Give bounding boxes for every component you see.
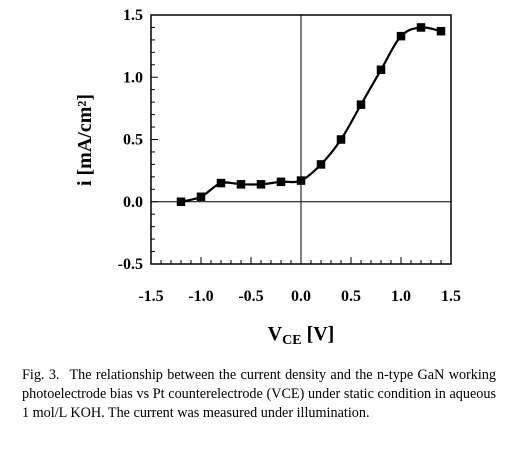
y-axis-title: i [mA/cm²] <box>74 94 96 186</box>
data-point <box>316 160 326 169</box>
x-axis-title-main: V <box>268 323 283 345</box>
x-tick-label: -1.5 <box>138 288 163 305</box>
y-tick-label: 1.5 <box>123 7 143 24</box>
data-point <box>196 192 206 202</box>
data-point <box>436 26 446 36</box>
data-point <box>176 197 186 206</box>
data-point <box>296 176 306 185</box>
y-tick-labels: -0.5 0.0 0.5 1.0 1.5 <box>118 7 143 273</box>
data-point <box>236 180 246 189</box>
zero-axes <box>151 15 451 264</box>
series-line-group <box>180 26 442 203</box>
caption-text: The relationship between the current den… <box>22 367 496 421</box>
axis-ticks <box>150 14 452 265</box>
x-tick-labels: -1.5 -1.0 -0.5 0.0 0.5 1.0 1.5 <box>138 288 461 305</box>
data-point <box>256 180 266 189</box>
data-point <box>376 65 386 75</box>
caption-label: Fig. 3. <box>22 367 60 383</box>
figure-caption: Fig. 3. The relationship between the curr… <box>22 366 496 423</box>
data-point <box>356 100 366 109</box>
x-tick-label: 1.0 <box>391 288 411 305</box>
y-tick-label: 0.5 <box>123 132 143 149</box>
x-tick-label: -1.0 <box>188 288 213 305</box>
x-tick-label: -0.5 <box>238 288 263 305</box>
data-point <box>276 177 286 187</box>
x-tick-label: 0.5 <box>341 288 361 305</box>
data-point <box>336 135 346 144</box>
data-markers <box>176 23 446 206</box>
x-axis-title: VCE [V] <box>268 323 335 348</box>
x-axis-title-unit: [V] <box>302 323 335 345</box>
y-tick-label: 1.0 <box>123 69 143 86</box>
x-tick-label: 0.0 <box>291 288 311 305</box>
data-point <box>396 31 406 41</box>
x-axis-title-sub: CE <box>282 333 301 348</box>
x-tick-label: 1.5 <box>441 288 461 305</box>
chart: -1.5 -1.0 -0.5 0.0 0.5 1.0 1.5 -0.5 0.0 0.5 1.0 1.… <box>74 7 461 348</box>
y-tick-label: 0.0 <box>123 194 143 211</box>
series-line <box>180 26 442 203</box>
data-point <box>216 178 226 188</box>
y-tick-label: -0.5 <box>118 256 143 273</box>
data-point <box>416 23 426 32</box>
